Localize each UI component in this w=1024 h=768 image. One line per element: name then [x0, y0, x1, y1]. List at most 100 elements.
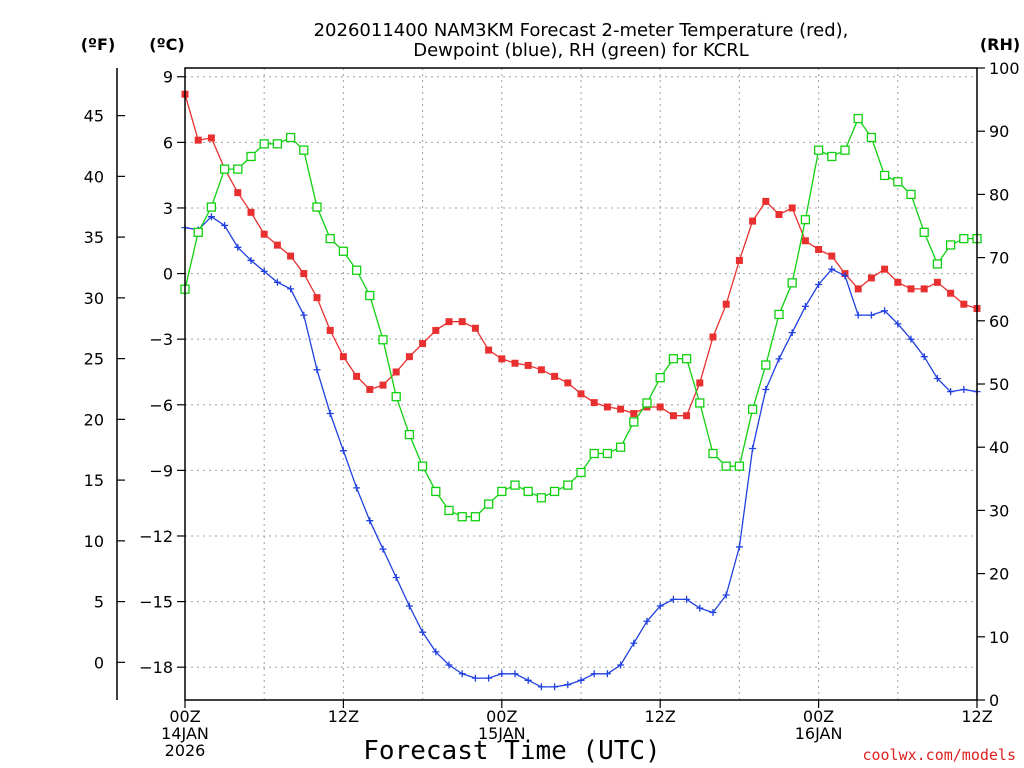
- temperature-point: [419, 340, 427, 348]
- fahrenheit-tick-label: 35: [84, 228, 104, 247]
- temperature-point: [339, 353, 347, 361]
- rh-point: [325, 233, 335, 244]
- rh-point: [708, 448, 718, 459]
- dewpoint-point: [524, 676, 532, 684]
- dewpoint-point: [339, 447, 347, 455]
- temperature-point: [485, 346, 493, 354]
- temperature-point: [696, 379, 704, 387]
- temperature-point: [273, 241, 281, 249]
- dewpoint-point: [234, 243, 242, 251]
- temperature-point: [234, 189, 242, 197]
- dewpoint-point: [498, 670, 506, 678]
- rh-tick-label: 70: [989, 249, 1009, 268]
- dewpoint-point: [445, 661, 453, 669]
- dewpoint-point: [432, 648, 440, 656]
- rh-unit-label: (RH): [980, 35, 1020, 54]
- rh-point: [365, 290, 375, 301]
- dewpoint-point: [669, 595, 677, 603]
- dewpoint-point: [907, 335, 915, 343]
- rh-tick-label: 0: [989, 691, 999, 710]
- dewpoint-point: [801, 302, 809, 310]
- temperature-point: [669, 412, 677, 420]
- dewpoint-point: [260, 267, 268, 275]
- rh-point: [866, 132, 877, 143]
- rh-point: [483, 499, 494, 509]
- rh-point: [497, 486, 507, 497]
- dewpoint-point: [960, 385, 968, 393]
- fahrenheit-unit-label: (ºF): [81, 35, 116, 54]
- temperature-point: [498, 355, 506, 363]
- rh-point: [299, 145, 309, 155]
- dewpoint-point: [590, 670, 598, 678]
- rh-point: [444, 505, 454, 516]
- x-year-label: 2026: [165, 741, 206, 760]
- x-tick-label: 12Z: [645, 707, 676, 726]
- rh-point: [879, 170, 890, 181]
- celsius-tick-label: −18: [139, 658, 173, 677]
- rh-point: [642, 398, 652, 408]
- temperature-point: [617, 405, 625, 413]
- rh-point: [563, 480, 573, 490]
- rh-point: [602, 448, 613, 459]
- fahrenheit-tick-label: 30: [84, 289, 104, 308]
- temperature-point: [287, 252, 295, 260]
- dewpoint-point: [207, 213, 215, 221]
- dewpoint-point: [867, 311, 875, 319]
- plot-frame: [184, 67, 978, 701]
- rh-point: [536, 493, 547, 503]
- rh-tick-label: 10: [989, 628, 1009, 647]
- dewpoint-point: [894, 320, 902, 328]
- dewpoint-point: [577, 676, 585, 684]
- rh-point: [246, 151, 256, 162]
- rh-point: [510, 480, 520, 490]
- dewpoint-point: [920, 353, 928, 361]
- temperature-point: [551, 372, 559, 380]
- rh-tick-label: 60: [989, 312, 1009, 331]
- fahrenheit-tick-label: 0: [94, 653, 104, 672]
- x-tick-label: 12Z: [961, 707, 992, 726]
- chart-title-line1: 2026011400 NAM3KM Forecast 2-meter Tempe…: [314, 20, 849, 41]
- rh-point: [813, 145, 824, 155]
- dewpoint-point: [947, 388, 955, 396]
- rh-tick-label: 100: [989, 59, 1020, 78]
- temperature-point: [405, 353, 413, 361]
- dewpoint-point: [287, 285, 295, 293]
- temperature-point: [920, 285, 928, 293]
- temperature-point: [313, 294, 321, 302]
- rh-point: [932, 259, 943, 269]
- rh-point: [431, 486, 441, 497]
- rh-point: [681, 354, 692, 364]
- temperature-point: [722, 300, 730, 308]
- rh-point: [259, 139, 269, 149]
- celsius-tick-label: −6: [149, 396, 173, 415]
- rh-point: [404, 429, 415, 440]
- temperature-point: [709, 333, 717, 341]
- dewpoint-point: [617, 661, 625, 669]
- rh-point: [906, 189, 916, 200]
- temperature-point: [353, 372, 361, 380]
- rh-point: [695, 398, 705, 408]
- temperature-point: [247, 208, 255, 216]
- rh-point: [945, 240, 956, 250]
- celsius-tick-label: 6: [163, 133, 173, 152]
- temperature-point: [260, 230, 268, 238]
- dewpoint-point: [683, 595, 691, 603]
- dewpoint-point: [749, 445, 757, 453]
- temperature-point: [656, 403, 664, 411]
- rh-point: [787, 278, 797, 288]
- temperature-point: [471, 324, 479, 332]
- rh-point: [391, 391, 401, 402]
- fahrenheit-tick-label: 5: [94, 593, 104, 612]
- rh-tick-label: 80: [989, 185, 1009, 204]
- x-tick-label: 12Z: [328, 707, 359, 726]
- rh-point: [827, 151, 837, 162]
- x-axis-title: Forecast Time (UTC): [363, 736, 660, 766]
- rh-point: [655, 373, 665, 383]
- dewpoint-point: [828, 265, 836, 273]
- rh-tick-label: 90: [989, 122, 1009, 141]
- rh-point: [589, 448, 599, 459]
- temperature-point: [801, 237, 809, 245]
- rh-point: [840, 145, 850, 155]
- temperature-point: [366, 385, 374, 393]
